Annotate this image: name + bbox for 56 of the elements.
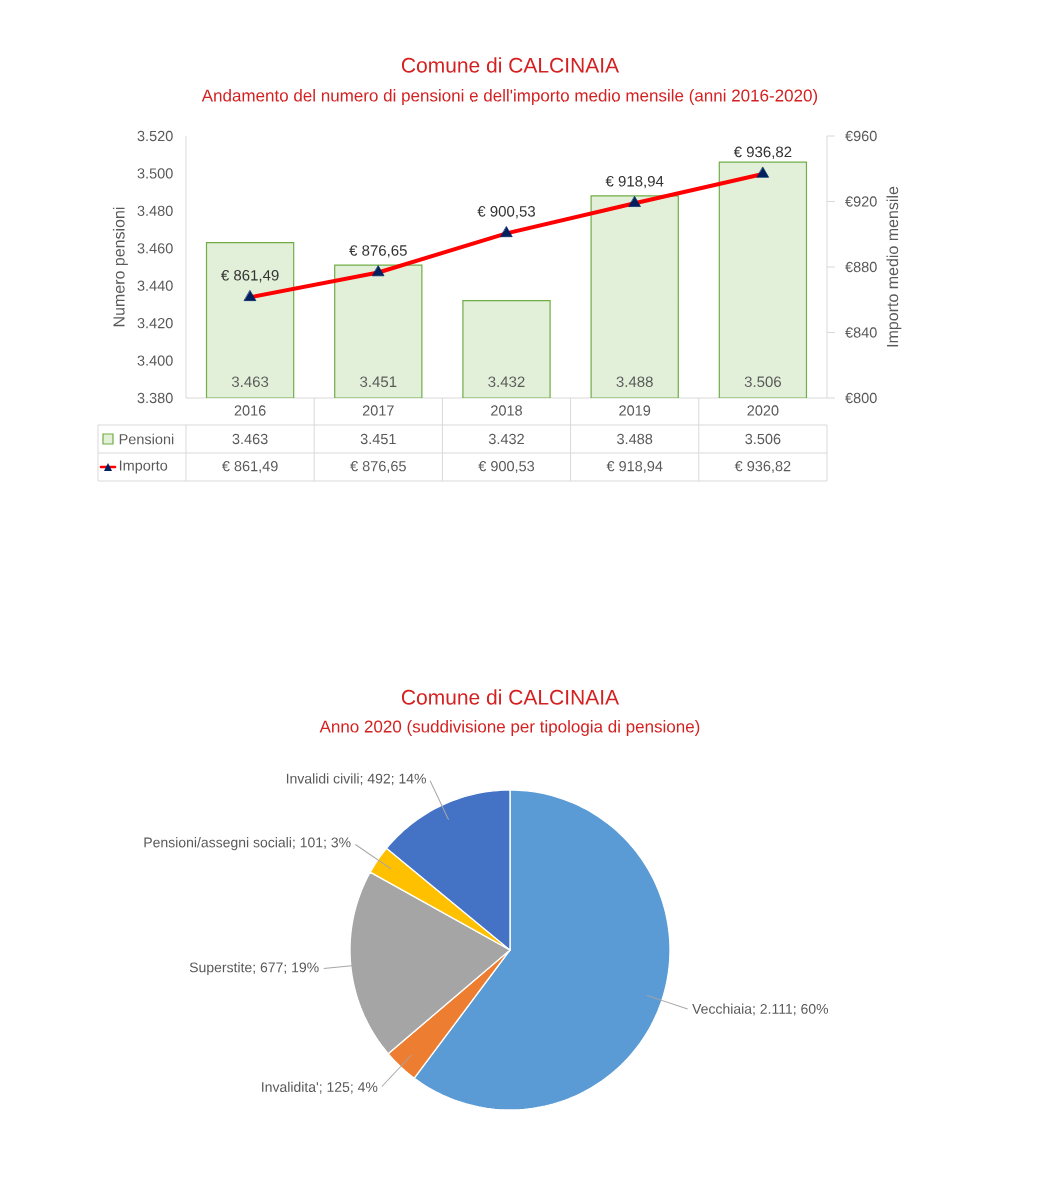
text: € 876,65	[349, 245, 407, 258]
y2-tick-label: €880	[845, 261, 877, 273]
y-tick-label: 3.440	[137, 280, 173, 291]
y2-tick-label: €920	[845, 196, 877, 207]
chart-title: Comune di CALCINAIA	[401, 57, 620, 73]
slice-label: Invalidi civili	[286, 773, 359, 784]
text: 3.488	[616, 376, 653, 388]
slice-label: Superstite	[189, 962, 252, 976]
y-tick-label: 3.380	[137, 392, 173, 404]
data-label: ; 2.111; 60%	[753, 1003, 829, 1016]
data-label: ; 677; 19%	[253, 962, 319, 974]
y2-tick-label: €840	[845, 327, 877, 338]
data-label: 3.488	[617, 433, 653, 445]
legend-label: Pensioni	[119, 433, 174, 445]
text: 3.463	[231, 376, 269, 388]
chart-title: Comune di CALCINAIA	[401, 689, 620, 705]
y-tick-label: 3.500	[137, 168, 173, 179]
text: 3.432	[488, 376, 525, 388]
data-label: 3.451	[360, 433, 396, 445]
slice-label: Pensioni/assegni sociali	[144, 837, 291, 851]
y-tick-label: 3.460	[137, 243, 173, 254]
data-label: 3.432	[488, 433, 524, 445]
y-tick-label: 3.420	[137, 317, 173, 329]
text: € 936,82	[733, 146, 792, 160]
y-tick-label: 3.520	[137, 130, 173, 142]
data-label: € 900,53	[478, 460, 535, 473]
text: 3.506	[744, 376, 781, 388]
data-label: € 936,82	[734, 460, 791, 473]
y2-axis-title: Importo medio mensile	[886, 186, 902, 347]
y-axis-title: Numero pensioni	[112, 207, 128, 327]
x-tick-label: 2018	[491, 405, 522, 416]
x-tick-label: 2016	[234, 405, 266, 416]
slice-label: Vecchiaia	[692, 1003, 753, 1014]
text: 3.451	[360, 376, 397, 388]
chart-subtitle: Anno 2020 (suddivisione per tipologia di pensione)	[319, 720, 700, 736]
slice-label: Invalidita'	[262, 1081, 319, 1092]
data-label: € 861,49	[221, 460, 278, 473]
x-tick-label: 2017	[362, 405, 394, 416]
legend-label: Importo	[119, 460, 168, 474]
y2-tick-label: €800	[845, 392, 877, 404]
text: € 861,49	[221, 269, 279, 283]
data-label: ; 492; 14%	[360, 773, 426, 786]
data-label: ; 125; 4%	[319, 1082, 378, 1094]
y-tick-label: 3.480	[137, 205, 173, 216]
data-label: 3.463	[232, 433, 268, 445]
data-label: € 876,65	[350, 460, 406, 473]
data-label: 3.506	[745, 433, 781, 445]
y2-tick-label: €960	[845, 130, 877, 142]
data-label: € 918,94	[606, 460, 663, 473]
text: € 918,94	[605, 175, 664, 189]
text: € 900,53	[477, 206, 535, 219]
data-label: ; 101; 3%	[293, 837, 351, 850]
chart-subtitle: Andamento del numero di pensioni e dell'importo medio mensile (anni 2016-2020)	[201, 89, 818, 105]
x-tick-label: 2019	[619, 405, 651, 416]
x-tick-label: 2020	[747, 405, 779, 416]
y-tick-label: 3.400	[137, 355, 173, 366]
